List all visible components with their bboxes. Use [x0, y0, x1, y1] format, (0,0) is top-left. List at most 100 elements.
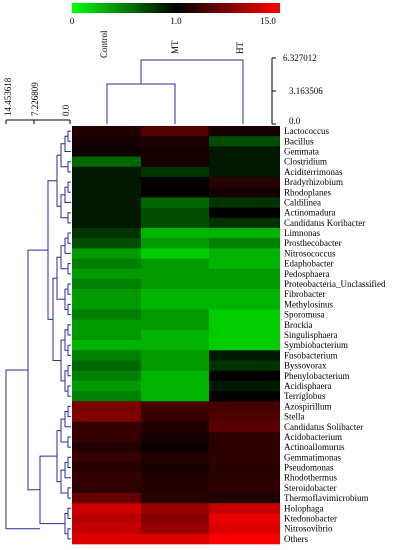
- dendrogram-branch: [67, 181, 71, 193]
- dendrogram-branch: [67, 212, 71, 224]
- row-label: Nitrosovibrio: [284, 524, 333, 534]
- heatmap-cell: [72, 472, 141, 484]
- heatmap-cell: [141, 329, 209, 341]
- heatmap-cell: [72, 513, 141, 524]
- heatmap-cell: [209, 197, 280, 208]
- heatmap-cell: [72, 442, 141, 453]
- column-label-mt: MT: [170, 40, 180, 54]
- row-label: Azospirillum: [284, 401, 332, 411]
- row-dendrogram-tick-zero: 0.0: [61, 104, 71, 116]
- heatmap-cell: [72, 207, 141, 219]
- row-label: Acidobacterium: [284, 432, 342, 442]
- heatmap-cell: [72, 329, 141, 341]
- dendrogram-branch: [67, 436, 71, 448]
- heatmap-cells: [72, 126, 280, 545]
- heatmap-cell: [209, 319, 280, 331]
- row-label: Fibrobacter: [284, 289, 325, 299]
- heatmap-cell: [141, 289, 209, 300]
- row-dendrogram-tick-max: 14.453618: [3, 77, 13, 116]
- heatmap-cell: [141, 319, 209, 331]
- heatmap-cell: [209, 156, 280, 168]
- heatmap-cell: [209, 533, 280, 545]
- row-labels: LactococcusBacillusGemmataClostridiumAci…: [284, 126, 386, 544]
- heatmap-cell: [141, 258, 209, 270]
- heatmap-cell: [209, 176, 280, 188]
- heatmap-cell: [141, 482, 209, 494]
- row-label: Prosthecobacter: [284, 238, 341, 248]
- row-label: Byssovorax: [284, 361, 327, 371]
- heatmap-cell: [141, 126, 209, 137]
- heatmap-cell: [209, 217, 280, 229]
- heatmap-cell: [141, 278, 209, 290]
- heatmap-cell: [141, 207, 209, 219]
- heatmap-cell: [209, 268, 280, 280]
- heatmap-cell: [72, 227, 141, 239]
- row-label: Acidisphaera: [284, 381, 331, 391]
- heatmap-cell: [72, 421, 141, 433]
- row-label: Lactococcus: [284, 126, 329, 136]
- heatmap-cell: [209, 431, 280, 443]
- heatmap-cell: [72, 197, 141, 208]
- row-label: Brockia: [284, 320, 313, 330]
- row-label: Stella: [284, 412, 305, 422]
- row-label: Singulisphaera: [284, 330, 338, 340]
- heatmap-cell: [209, 227, 280, 239]
- color-scale-min-label: 0: [70, 16, 75, 26]
- column-dendrogram: [106, 57, 276, 125]
- heatmap-cell: [209, 370, 280, 382]
- heatmap-cell: [141, 309, 209, 321]
- row-label: Methylosinus: [284, 299, 334, 309]
- heatmap-cell: [141, 493, 209, 504]
- heatmap-cell: [72, 238, 141, 249]
- row-dendrogram-tick-mid: 7.226809: [30, 82, 40, 116]
- heatmap-cell: [141, 452, 209, 463]
- heatmap-cell: [141, 197, 209, 208]
- heatmap-cell: [209, 401, 280, 412]
- heatmap-cell: [72, 452, 141, 463]
- dendrogram-branch: [56, 154, 61, 207]
- heatmap-cell: [72, 309, 141, 321]
- row-dendrogram: [5, 130, 71, 540]
- heatmap-cell: [72, 217, 141, 229]
- dendrogram-branch: [67, 303, 71, 316]
- color-scale-max-label: 15.0: [260, 16, 276, 26]
- heatmap-cell: [209, 146, 280, 157]
- heatmap-cell: [141, 442, 209, 453]
- color-scale-mid-label: 1.0: [170, 16, 182, 26]
- heatmap-cell: [209, 493, 280, 504]
- heatmap-cell: [72, 503, 141, 514]
- row-label: Actinomadura: [284, 208, 335, 218]
- heatmap-cell: [72, 278, 141, 290]
- heatmap-cell: [72, 370, 141, 382]
- heatmap-cell: [209, 482, 280, 494]
- heatmap-cell: [72, 176, 141, 188]
- dendrogram-branch: [67, 324, 71, 336]
- heatmap-cell: [72, 380, 141, 392]
- heatmap-cell: [209, 411, 280, 422]
- heatmap-cell: [72, 299, 141, 310]
- heatmap-cell: [72, 462, 141, 473]
- dendrogram-branch: [67, 487, 71, 499]
- dendrogram-branch: [67, 161, 71, 173]
- row-label: Bradyrhizobium: [284, 177, 343, 187]
- heatmap-cell: [72, 268, 141, 280]
- heatmap-cell: [72, 431, 141, 443]
- heatmap-cell: [72, 411, 141, 422]
- dendrogram-branch: [27, 249, 48, 491]
- heatmap-cell: [141, 340, 209, 351]
- column-dendrogram-tick-mid: 3.163506: [289, 86, 323, 96]
- heatmap-cell: [141, 401, 209, 412]
- row-label: Pseudomonas: [284, 463, 334, 473]
- heatmap-cell: [141, 421, 209, 433]
- heatmap-cell: [141, 360, 209, 371]
- heatmap-cell: [141, 227, 209, 239]
- heatmap-cell: [72, 360, 141, 371]
- row-label: Holophaga: [284, 503, 324, 513]
- heatmap-cell: [72, 248, 141, 259]
- heatmap-cell: [209, 472, 280, 484]
- heatmap-cell: [141, 523, 209, 535]
- heatmap-cell: [141, 146, 209, 157]
- heatmap-cell: [141, 411, 209, 422]
- heatmap-cell: [141, 503, 209, 514]
- heatmap-cell: [209, 238, 280, 249]
